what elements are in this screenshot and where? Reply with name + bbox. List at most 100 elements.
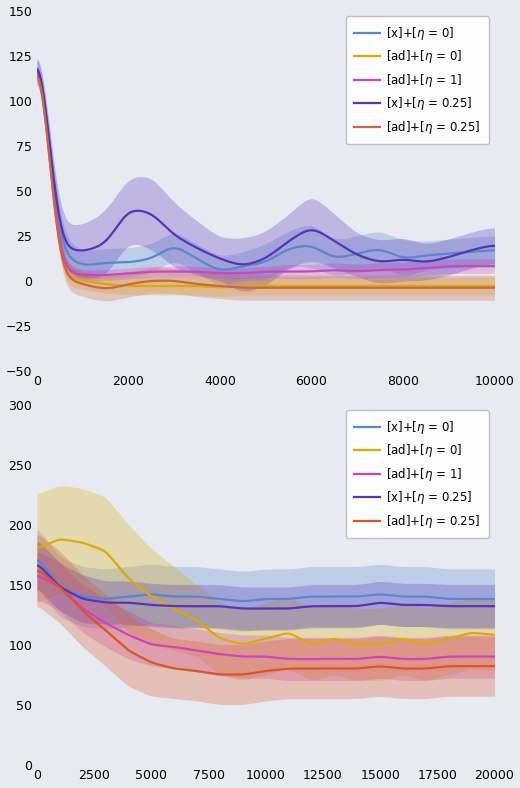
- Line: [ad]+[$\eta$ = 0.25]: [ad]+[$\eta$ = 0.25]: [37, 571, 495, 675]
- [ad]+[$\eta$ = 0.25]: [428, 663, 435, 673]
- [ad]+[$\eta$ = 0]: [366, 640, 372, 649]
- [x]+[$\eta$ = 0.25]: [255, 256, 261, 266]
- [x]+[$\eta$ = 0]: [252, 259, 258, 269]
- [ad]+[$\eta$ = 0]: [491, 281, 498, 291]
- [ad]+[$\eta$ = 0]: [307, 281, 314, 291]
- [ad]+[$\eta$ = 0.25]: [491, 283, 498, 292]
- [x]+[$\eta$ = 0]: [221, 265, 227, 274]
- [x]+[$\eta$ = 0.25]: [300, 602, 306, 611]
- Line: [x]+[$\eta$ = 0.25]: [x]+[$\eta$ = 0.25]: [37, 69, 495, 264]
- [x]+[$\eta$ = 0.25]: [382, 598, 388, 608]
- [x]+[$\eta$ = 0.25]: [282, 239, 289, 248]
- [x]+[$\eta$ = 0]: [240, 597, 246, 606]
- [ad]+[$\eta$ = 0.25]: [307, 283, 314, 292]
- [x]+[$\eta$ = 0.25]: [62, 585, 68, 594]
- [ad]+[$\eta$ = 1]: [252, 268, 258, 277]
- [x]+[$\eta$ = 0.25]: [252, 258, 258, 267]
- [ad]+[$\eta$ = 0]: [255, 281, 261, 291]
- [ad]+[$\eta$ = 0]: [300, 635, 306, 645]
- [ad]+[$\eta$ = 1]: [482, 262, 488, 271]
- [ad]+[$\eta$ = 0]: [217, 283, 224, 292]
- [ad]+[$\eta$ = 0.25]: [102, 284, 109, 293]
- [x]+[$\eta$ = 0.25]: [312, 601, 318, 611]
- [ad]+[$\eta$ = 0.25]: [300, 663, 306, 673]
- Line: [x]+[$\eta$ = 0]: [x]+[$\eta$ = 0]: [37, 560, 495, 601]
- [ad]+[$\eta$ = 0.25]: [228, 670, 235, 679]
- [x]+[$\eta$ = 0.25]: [240, 259, 246, 269]
- [ad]+[$\eta$ = 1]: [34, 571, 40, 581]
- [ad]+[$\eta$ = 1]: [382, 652, 388, 662]
- [ad]+[$\eta$ = 1]: [282, 267, 289, 277]
- [x]+[$\eta$ = 0]: [255, 258, 261, 268]
- [x]+[$\eta$ = 0]: [34, 66, 40, 76]
- [x]+[$\eta$ = 0]: [300, 593, 306, 602]
- [x]+[$\eta$ = 0]: [307, 242, 314, 251]
- [x]+[$\eta$ = 0.25]: [34, 561, 40, 571]
- Legend: [x]+[$\eta$ = 0], [ad]+[$\eta$ = 0], [ad]+[$\eta$ = 1], [x]+[$\eta$ = 0.25], [ad: [x]+[$\eta$ = 0], [ad]+[$\eta$ = 0], [ad…: [346, 17, 489, 144]
- [ad]+[$\eta$ = 0]: [34, 543, 40, 552]
- [x]+[$\eta$ = 0]: [312, 592, 318, 601]
- [ad]+[$\eta$ = 0]: [282, 281, 289, 291]
- Line: [ad]+[$\eta$ = 1]: [ad]+[$\eta$ = 1]: [37, 75, 495, 275]
- [ad]+[$\eta$ = 0]: [62, 535, 69, 545]
- [ad]+[$\eta$ = 0.25]: [252, 283, 258, 292]
- Line: [ad]+[$\eta$ = 1]: [ad]+[$\eta$ = 1]: [37, 576, 495, 659]
- [ad]+[$\eta$ = 0.25]: [491, 661, 498, 671]
- [x]+[$\eta$ = 0.25]: [326, 601, 332, 611]
- [ad]+[$\eta$ = 0]: [491, 630, 498, 639]
- [x]+[$\eta$ = 0.25]: [482, 243, 488, 252]
- [ad]+[$\eta$ = 1]: [326, 654, 332, 663]
- [ad]+[$\eta$ = 0.25]: [482, 283, 488, 292]
- [x]+[$\eta$ = 0.25]: [491, 601, 498, 611]
- [ad]+[$\eta$ = 0.25]: [410, 283, 416, 292]
- Line: [ad]+[$\eta$ = 0.25]: [ad]+[$\eta$ = 0.25]: [37, 76, 495, 288]
- [ad]+[$\eta$ = 0.25]: [34, 567, 40, 576]
- Line: [ad]+[$\eta$ = 0]: [ad]+[$\eta$ = 0]: [37, 76, 495, 288]
- [ad]+[$\eta$ = 1]: [410, 264, 416, 273]
- [ad]+[$\eta$ = 1]: [255, 267, 261, 277]
- [x]+[$\eta$ = 0]: [62, 585, 68, 594]
- [ad]+[$\eta$ = 1]: [307, 266, 314, 276]
- [ad]+[$\eta$ = 0]: [59, 535, 65, 545]
- Line: [x]+[$\eta$ = 0.25]: [x]+[$\eta$ = 0.25]: [37, 566, 495, 608]
- [ad]+[$\eta$ = 1]: [34, 70, 40, 80]
- [ad]+[$\eta$ = 1]: [312, 654, 318, 663]
- [ad]+[$\eta$ = 0.25]: [282, 283, 289, 292]
- [ad]+[$\eta$ = 0]: [482, 281, 488, 291]
- [ad]+[$\eta$ = 0.25]: [382, 662, 388, 671]
- [x]+[$\eta$ = 0]: [382, 590, 388, 600]
- [ad]+[$\eta$ = 0.25]: [255, 283, 261, 292]
- Line: [x]+[$\eta$ = 0]: [x]+[$\eta$ = 0]: [37, 71, 495, 269]
- [ad]+[$\eta$ = 1]: [491, 262, 498, 271]
- Legend: [x]+[$\eta$ = 0], [ad]+[$\eta$ = 0], [ad]+[$\eta$ = 1], [x]+[$\eta$ = 0.25], [ad: [x]+[$\eta$ = 0], [ad]+[$\eta$ = 0], [ad…: [346, 411, 489, 538]
- [x]+[$\eta$ = 0]: [410, 252, 416, 262]
- [ad]+[$\eta$ = 0.25]: [62, 588, 68, 597]
- [ad]+[$\eta$ = 1]: [491, 652, 498, 661]
- [ad]+[$\eta$ = 1]: [93, 270, 99, 280]
- [ad]+[$\eta$ = 0]: [382, 638, 388, 648]
- [ad]+[$\eta$ = 0]: [410, 281, 416, 291]
- [ad]+[$\eta$ = 1]: [62, 587, 68, 597]
- [ad]+[$\eta$ = 0]: [252, 281, 258, 291]
- [ad]+[$\eta$ = 1]: [300, 654, 306, 663]
- [x]+[$\eta$ = 0]: [326, 592, 332, 601]
- Line: [ad]+[$\eta$ = 0]: [ad]+[$\eta$ = 0]: [37, 540, 495, 645]
- [ad]+[$\eta$ = 1]: [300, 654, 306, 663]
- [x]+[$\eta$ = 0]: [282, 246, 289, 255]
- [x]+[$\eta$ = 0.25]: [428, 600, 435, 610]
- [x]+[$\eta$ = 0.25]: [410, 256, 416, 266]
- [x]+[$\eta$ = 0.25]: [491, 241, 498, 251]
- [x]+[$\eta$ = 0]: [428, 593, 435, 602]
- [x]+[$\eta$ = 0]: [34, 556, 40, 565]
- [x]+[$\eta$ = 0]: [491, 594, 498, 604]
- [ad]+[$\eta$ = 0]: [326, 635, 332, 645]
- [ad]+[$\eta$ = 0]: [34, 72, 40, 81]
- [x]+[$\eta$ = 0]: [491, 246, 498, 255]
- [ad]+[$\eta$ = 0.25]: [34, 72, 40, 81]
- [ad]+[$\eta$ = 0]: [429, 638, 435, 648]
- [x]+[$\eta$ = 0.25]: [34, 65, 40, 74]
- [ad]+[$\eta$ = 0.25]: [326, 663, 332, 673]
- [x]+[$\eta$ = 0.25]: [307, 225, 314, 235]
- [ad]+[$\eta$ = 0]: [312, 638, 318, 648]
- [x]+[$\eta$ = 0.25]: [254, 604, 260, 613]
